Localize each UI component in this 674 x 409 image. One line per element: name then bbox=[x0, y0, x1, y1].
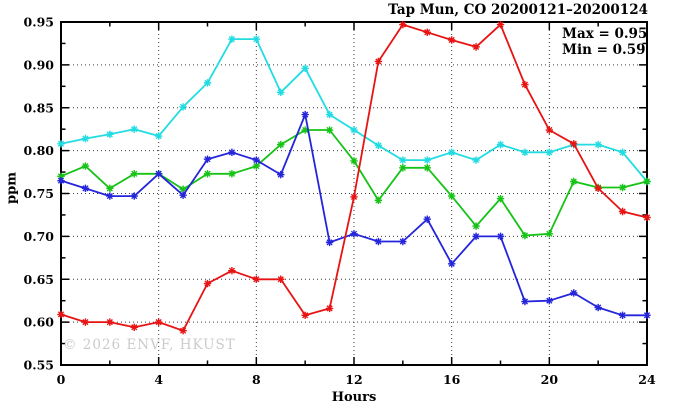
y-tick-label: 0.95 bbox=[24, 15, 54, 30]
y-tick-label: 0.65 bbox=[24, 272, 54, 287]
chart-title: Tap Mun, CO 20200121–20200124 bbox=[388, 2, 648, 18]
series-markers-day-1-cyan bbox=[57, 35, 651, 186]
watermark: © 2026 ENVF, HKUST bbox=[63, 337, 236, 353]
y-tick-label: 0.85 bbox=[24, 100, 54, 115]
y-tick-label: 0.60 bbox=[24, 315, 55, 330]
y-tick-label: 0.70 bbox=[24, 229, 55, 244]
x-tick-label: 16 bbox=[443, 372, 461, 387]
x-axis-title: Hours bbox=[331, 390, 377, 405]
x-tick-label: 0 bbox=[57, 372, 66, 387]
legend-min-value: Min = 0.59 bbox=[562, 42, 646, 58]
y-tick-label: 0.75 bbox=[24, 186, 54, 201]
legend-max-value: Max = 0.95 bbox=[562, 26, 648, 42]
y-tick-label: 0.80 bbox=[24, 143, 55, 158]
x-tick-label: 12 bbox=[345, 372, 362, 387]
legend: Max = 0.95 Min = 0.59 bbox=[562, 26, 647, 58]
y-tick-label: 0.55 bbox=[24, 358, 54, 373]
x-tick-label: 4 bbox=[154, 372, 163, 387]
series-markers-day-3-blue bbox=[57, 110, 651, 319]
series-markers-day-4-red bbox=[57, 20, 651, 335]
x-tick-label: 20 bbox=[541, 372, 559, 387]
x-tick-label: 8 bbox=[252, 372, 261, 387]
y-axis-title: ppm bbox=[4, 172, 20, 204]
y-tick-label: 0.90 bbox=[24, 57, 55, 72]
x-tick-label: 24 bbox=[638, 372, 656, 387]
